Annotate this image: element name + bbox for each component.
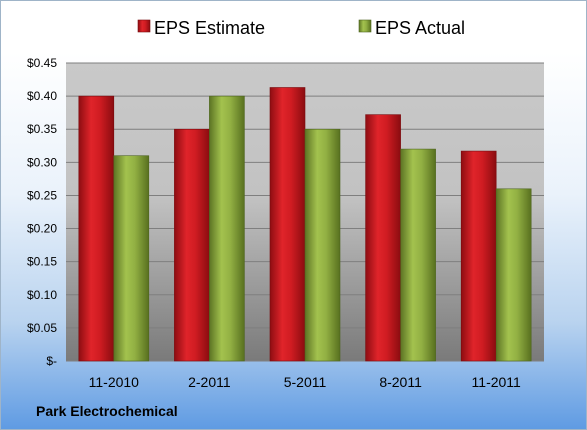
x-tick-label: 8-2011 bbox=[379, 374, 422, 390]
bar-eps-actual bbox=[400, 148, 436, 362]
legend: EPS Estimate EPS Actual bbox=[137, 18, 465, 38]
bar-eps-actual bbox=[209, 95, 245, 362]
company-name: Park Electrochemical bbox=[36, 403, 178, 419]
bar-eps-actual bbox=[113, 155, 150, 362]
legend-label-eps-estimate: EPS Estimate bbox=[154, 18, 265, 38]
y-tick-label: $0.35 bbox=[27, 122, 57, 136]
legend-swatch-eps-actual bbox=[358, 19, 372, 33]
x-tick-label: 2-2011 bbox=[188, 374, 231, 390]
bar-eps-estimate bbox=[269, 87, 306, 362]
y-tick-label: $0.10 bbox=[27, 288, 57, 302]
y-tick-label: $- bbox=[46, 354, 57, 368]
x-tick-label: 11-2010 bbox=[89, 374, 140, 390]
bar-eps-actual bbox=[495, 188, 532, 362]
bars-group bbox=[78, 87, 532, 362]
y-tick-label: $0.45 bbox=[27, 56, 57, 70]
x-axis: 11-2010 2-2011 5-2011 8-2011 11-2011 bbox=[89, 374, 521, 390]
y-tick-label: $0.05 bbox=[27, 321, 57, 335]
bar-eps-estimate bbox=[365, 114, 401, 362]
bar-eps-estimate bbox=[460, 150, 497, 362]
bar-eps-estimate bbox=[78, 95, 115, 362]
x-tick-label: 11-2011 bbox=[472, 374, 522, 390]
y-axis: $- $0.05 $0.10 $0.15 $0.20 $0.25 $0.30 $0.35 $0.… bbox=[27, 56, 57, 368]
bar-eps-estimate bbox=[174, 128, 210, 362]
legend-label-eps-actual: EPS Actual bbox=[375, 18, 465, 38]
y-tick-label: $0.40 bbox=[27, 89, 57, 103]
y-tick-label: $0.20 bbox=[27, 222, 57, 236]
bar-eps-actual bbox=[304, 128, 341, 362]
y-tick-label: $0.25 bbox=[27, 188, 57, 202]
y-tick-label: $0.30 bbox=[27, 155, 57, 169]
y-tick-label: $0.15 bbox=[27, 255, 57, 269]
legend-swatch-eps-estimate bbox=[137, 19, 151, 33]
x-tick-label: 5-2011 bbox=[284, 374, 327, 390]
